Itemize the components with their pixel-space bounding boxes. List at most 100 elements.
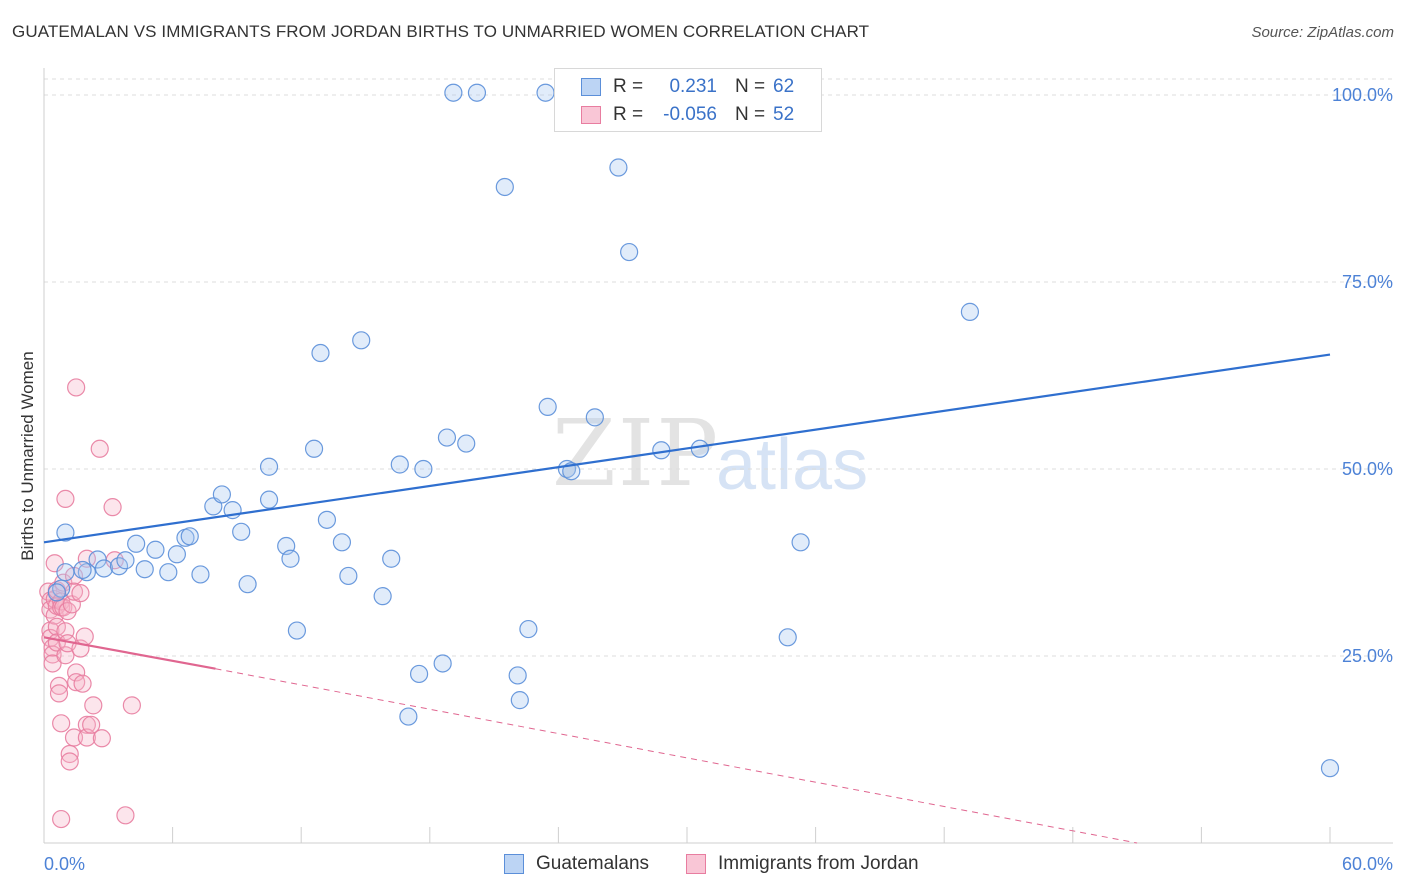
y-axis-tick-labels: 25.0% 50.0% 75.0% 100.0% bbox=[1332, 85, 1393, 666]
point-jordan bbox=[73, 674, 92, 693]
series-legend: Guatemalans Immigrants from Jordan bbox=[0, 852, 1406, 878]
y-tick-label: 100.0% bbox=[1332, 85, 1393, 105]
point-guatemalans bbox=[304, 439, 324, 458]
point-guatemalans bbox=[127, 534, 146, 553]
point-guatemalans bbox=[373, 587, 392, 606]
n-value: 52 bbox=[773, 104, 795, 125]
r-value: 0.231 bbox=[669, 76, 717, 97]
point-jordan bbox=[122, 696, 141, 715]
point-guatemalans bbox=[778, 628, 797, 647]
point-guatemalans bbox=[444, 83, 463, 102]
point-guatemalans bbox=[538, 397, 557, 416]
point-guatemalans bbox=[332, 533, 352, 552]
point-jordan bbox=[77, 715, 96, 734]
gridlines bbox=[44, 78, 1393, 657]
legend-swatch-pink bbox=[581, 106, 601, 124]
point-guatemalans bbox=[212, 485, 231, 504]
legend-label-guatemalans: Guatemalans bbox=[536, 853, 650, 874]
point-guatemalans bbox=[390, 455, 409, 474]
x-tick-label-max: 60.0% bbox=[1342, 854, 1393, 874]
point-guatemalans bbox=[47, 583, 66, 602]
point-guatemalans bbox=[232, 522, 251, 541]
point-guatemalans bbox=[690, 439, 709, 458]
point-guatemalans bbox=[519, 619, 538, 639]
trend-line-jordan-extrapolated bbox=[215, 668, 1138, 844]
point-guatemalans bbox=[116, 551, 135, 570]
y-tick-label: 25.0% bbox=[1342, 646, 1393, 666]
r-label: R = bbox=[613, 76, 644, 97]
n-value: 62 bbox=[773, 76, 795, 97]
stats-row-guatemalans: R = 0.231 N = 62 bbox=[555, 73, 821, 101]
point-jordan bbox=[116, 806, 135, 825]
point-guatemalans bbox=[317, 510, 337, 529]
point-guatemalans bbox=[457, 434, 476, 453]
point-guatemalans bbox=[791, 533, 810, 552]
trend-lines bbox=[43, 353, 1331, 844]
point-guatemalans bbox=[259, 490, 279, 509]
source-label: Source: ZipAtlas.com bbox=[1251, 24, 1394, 41]
point-jordan bbox=[92, 729, 111, 748]
r-value: -0.056 bbox=[663, 104, 717, 125]
trend-line-jordan bbox=[43, 636, 216, 670]
point-jordan bbox=[60, 752, 79, 771]
point-guatemalans bbox=[409, 664, 429, 684]
point-guatemalans bbox=[94, 559, 114, 578]
point-guatemalans bbox=[352, 331, 371, 350]
point-jordan bbox=[52, 809, 71, 829]
point-jordan bbox=[75, 627, 94, 646]
point-jordan bbox=[49, 684, 69, 703]
point-guatemalans bbox=[259, 457, 279, 476]
point-guatemalans bbox=[88, 550, 107, 569]
point-guatemalans bbox=[159, 563, 178, 582]
point-guatemalans bbox=[510, 691, 529, 710]
point-guatemalans bbox=[191, 565, 210, 584]
legend-label-jordan: Immigrants from Jordan bbox=[718, 853, 919, 874]
point-guatemalans bbox=[135, 560, 154, 579]
x-axis-ticks bbox=[172, 827, 1331, 843]
y-tick-label: 75.0% bbox=[1342, 272, 1393, 292]
stats-legend: R = 0.231 N = 62 R = -0.056 N = 52 bbox=[554, 68, 822, 132]
legend-swatch-jordan bbox=[686, 854, 706, 874]
legend-swatch-blue bbox=[581, 78, 601, 96]
point-jordan bbox=[67, 663, 86, 682]
y-axis-label: Births to Unmarried Women bbox=[18, 351, 37, 561]
r-label: R = bbox=[613, 104, 644, 125]
n-label: N = bbox=[735, 76, 766, 97]
point-guatemalans bbox=[73, 560, 92, 580]
point-guatemalans bbox=[960, 302, 980, 321]
point-guatemalans bbox=[399, 707, 418, 726]
point-guatemalans bbox=[1320, 759, 1340, 778]
point-guatemalans bbox=[281, 549, 300, 568]
stats-row-jordan: R = -0.056 N = 52 bbox=[555, 101, 821, 129]
point-guatemalans bbox=[167, 545, 186, 564]
point-guatemalans bbox=[508, 666, 527, 685]
x-tick-label-min: 0.0% bbox=[44, 854, 85, 874]
point-guatemalans bbox=[180, 527, 199, 546]
point-jordan bbox=[52, 714, 71, 733]
watermark-zip: ZIP bbox=[552, 400, 721, 507]
point-guatemalans bbox=[56, 563, 75, 582]
point-guatemalans bbox=[585, 408, 604, 427]
point-guatemalans bbox=[495, 177, 514, 197]
point-guatemalans bbox=[311, 343, 330, 363]
point-jordan bbox=[47, 617, 66, 636]
point-guatemalans bbox=[437, 428, 457, 447]
point-guatemalans bbox=[609, 158, 628, 177]
legend-swatch-guatemalans bbox=[504, 854, 524, 874]
point-guatemalans bbox=[382, 549, 401, 568]
point-guatemalans bbox=[339, 566, 358, 586]
point-jordan bbox=[49, 676, 69, 696]
point-jordan bbox=[90, 439, 109, 458]
point-jordan bbox=[103, 498, 122, 517]
point-jordan bbox=[84, 696, 103, 715]
point-jordan bbox=[71, 584, 90, 603]
series-jordan-points bbox=[39, 378, 141, 829]
y-tick-label: 50.0% bbox=[1342, 459, 1393, 479]
point-jordan bbox=[82, 715, 101, 734]
n-label: N = bbox=[735, 104, 766, 125]
watermark-atlas: atlas bbox=[716, 425, 869, 505]
point-guatemalans bbox=[467, 83, 487, 102]
axes bbox=[43, 68, 1393, 844]
point-jordan bbox=[67, 378, 86, 397]
